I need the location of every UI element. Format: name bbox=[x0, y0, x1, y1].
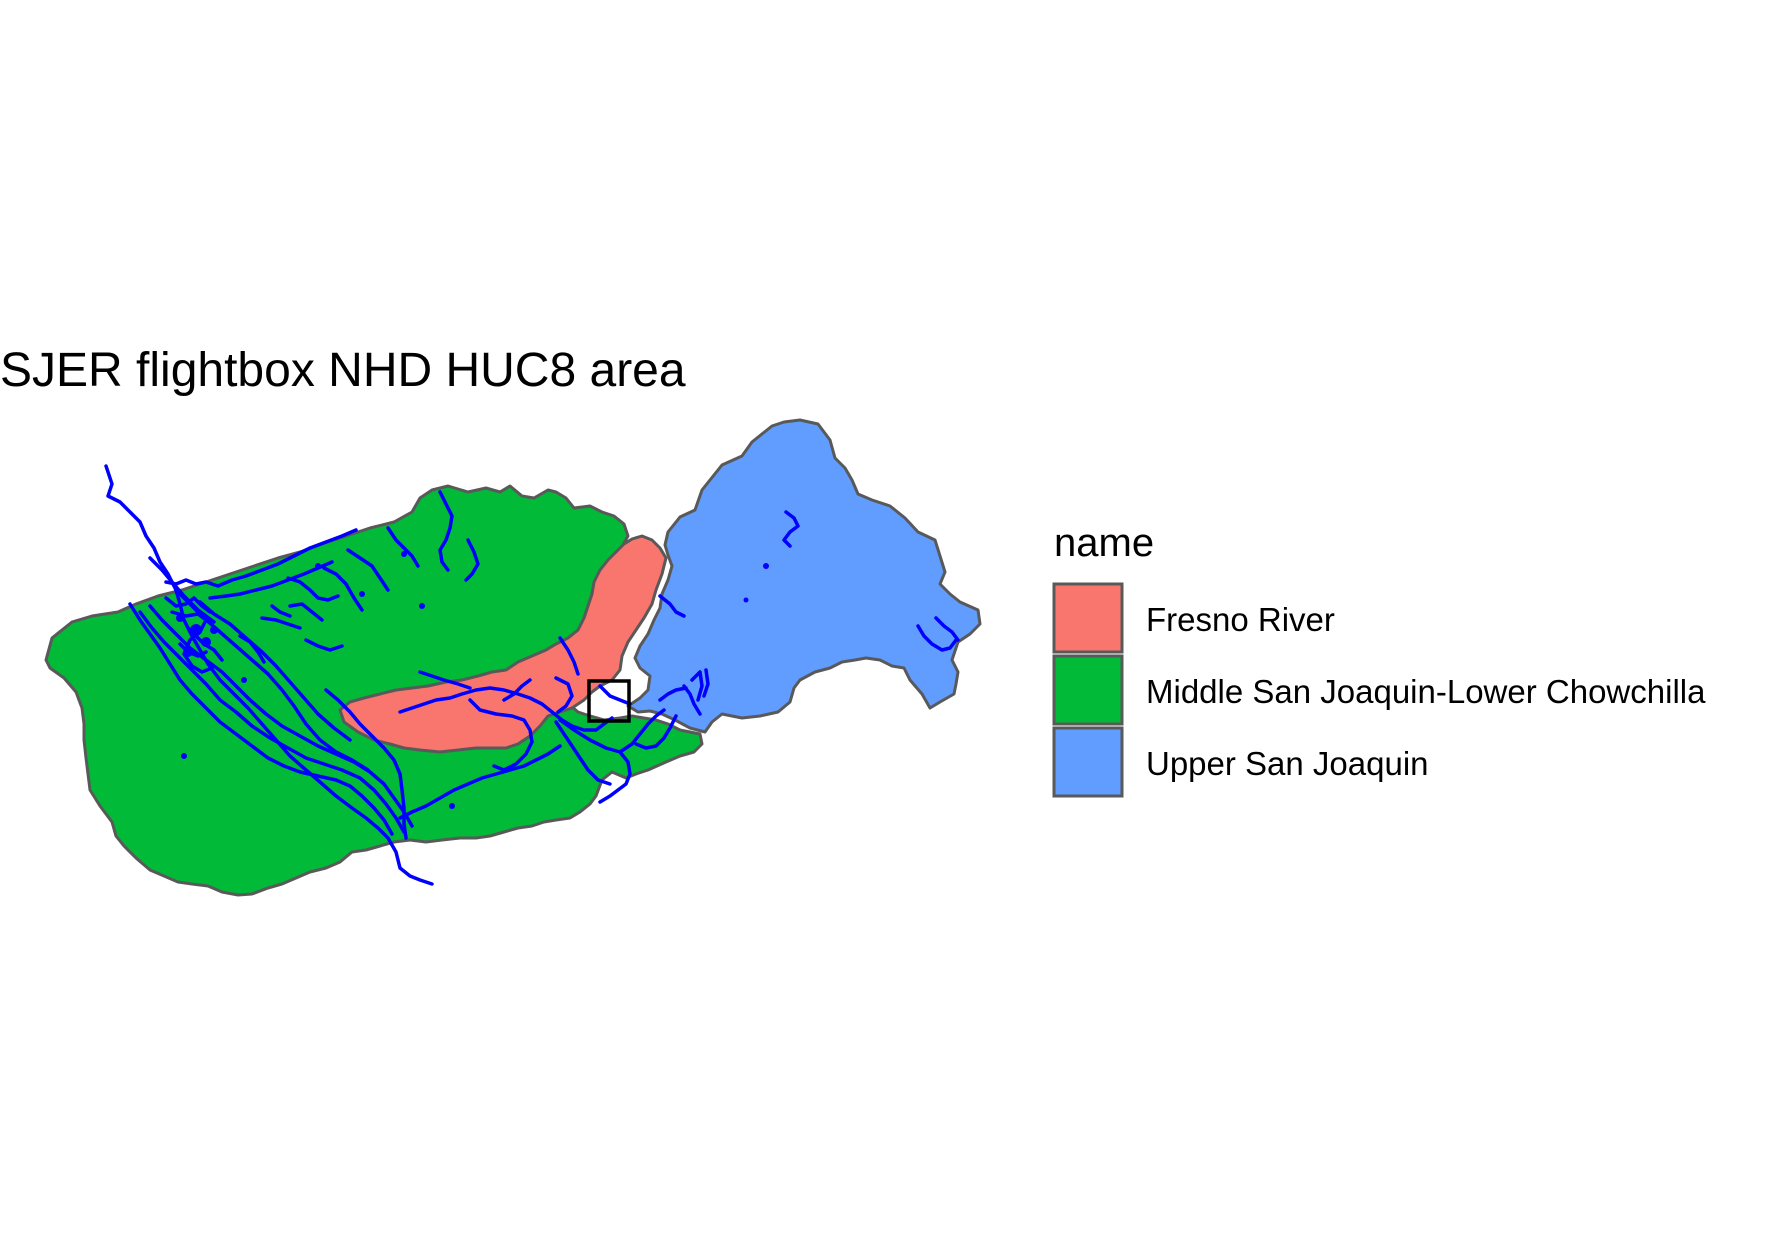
pond bbox=[201, 637, 211, 647]
river-line bbox=[558, 636, 580, 676]
pond bbox=[181, 753, 187, 759]
pond bbox=[183, 647, 193, 657]
legend-swatch-middle-san-joaquin-lower-chowchilla bbox=[1052, 654, 1124, 726]
river-line bbox=[208, 560, 334, 600]
river-line bbox=[554, 720, 612, 786]
pond bbox=[359, 591, 365, 597]
pond bbox=[176, 614, 184, 622]
region-upper-san-joaquin[interactable] bbox=[626, 418, 982, 734]
river-line bbox=[658, 686, 688, 702]
river-line bbox=[104, 464, 434, 886]
river-line bbox=[438, 490, 454, 572]
river-line bbox=[598, 684, 632, 706]
legend-label-fresno-river: Fresno River bbox=[1146, 601, 1335, 638]
river-line bbox=[270, 604, 292, 618]
river-line bbox=[164, 528, 358, 588]
map-title: SJER flightbox NHD HUC8 area bbox=[0, 344, 686, 397]
legend: name Fresno River Middle San Joaquin-Low… bbox=[1052, 521, 1706, 798]
pond bbox=[241, 677, 247, 683]
legend-label-middle-san-joaquin-lower-chowchilla: Middle San Joaquin-Lower Chowchilla bbox=[1146, 673, 1706, 710]
river-line bbox=[598, 750, 632, 804]
river-line bbox=[138, 610, 406, 834]
river-line bbox=[916, 624, 958, 652]
river-line bbox=[346, 548, 390, 592]
legend-swatch-fresno-river bbox=[1052, 582, 1124, 654]
pond bbox=[763, 563, 769, 569]
river-line bbox=[418, 670, 472, 690]
pond bbox=[190, 624, 202, 636]
legend-title: name bbox=[1054, 521, 1154, 565]
region-middle-san-joaquin-lower-chowchilla[interactable] bbox=[44, 484, 704, 897]
river-line bbox=[286, 576, 340, 602]
river-line bbox=[260, 616, 302, 630]
river-line bbox=[658, 594, 686, 618]
pond bbox=[419, 603, 425, 609]
legend-item-upper-san-joaquin[interactable]: Upper San Joaquin bbox=[1052, 726, 1429, 798]
river-line bbox=[198, 600, 352, 742]
river-line bbox=[238, 634, 266, 664]
sjer-flightbox[interactable] bbox=[587, 679, 631, 723]
river-line bbox=[934, 616, 960, 642]
river-line bbox=[702, 668, 710, 698]
river-line bbox=[464, 538, 480, 582]
river-line bbox=[690, 670, 704, 702]
pond bbox=[315, 563, 321, 569]
river-line bbox=[682, 684, 702, 716]
pond bbox=[401, 551, 407, 557]
pond bbox=[743, 597, 749, 603]
river-line bbox=[468, 698, 534, 772]
river-line bbox=[386, 526, 420, 568]
legend-swatch-upper-san-joaquin bbox=[1052, 726, 1124, 798]
map-panel bbox=[44, 418, 982, 897]
river-line bbox=[398, 686, 614, 732]
river-line bbox=[634, 714, 678, 750]
river-line bbox=[554, 676, 574, 714]
river-line bbox=[164, 596, 212, 614]
river-line bbox=[128, 602, 394, 836]
river-line bbox=[502, 678, 532, 702]
water-bodies bbox=[176, 551, 769, 809]
river-line bbox=[558, 708, 666, 754]
river-line bbox=[148, 556, 216, 624]
river-line bbox=[322, 566, 364, 612]
river-line bbox=[304, 638, 344, 652]
pond bbox=[210, 626, 218, 634]
river-line bbox=[288, 602, 324, 622]
river-line bbox=[324, 688, 408, 840]
river-line bbox=[178, 642, 208, 658]
legend-label-upper-san-joaquin: Upper San Joaquin bbox=[1146, 745, 1429, 782]
river-line bbox=[782, 510, 800, 548]
legend-item-fresno-river[interactable]: Fresno River bbox=[1052, 582, 1335, 654]
legend-item-middle-san-joaquin-lower-chowchilla[interactable]: Middle San Joaquin-Lower Chowchilla bbox=[1052, 654, 1706, 726]
river-line bbox=[398, 744, 562, 820]
region-fresno-river[interactable] bbox=[338, 534, 668, 754]
pond bbox=[449, 803, 455, 809]
